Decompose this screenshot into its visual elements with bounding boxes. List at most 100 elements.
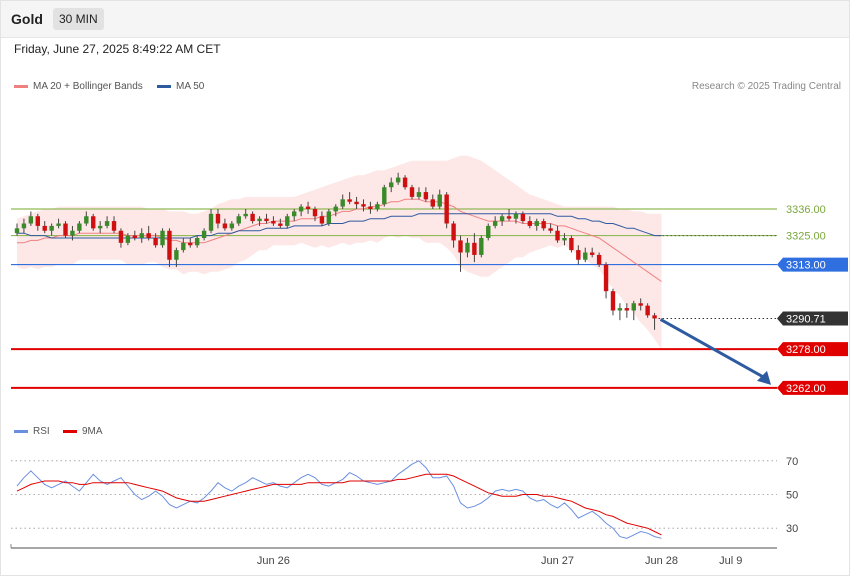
candle-body [160,230,165,246]
candle-body [292,211,297,217]
candle-37 [271,216,276,226]
candle-46 [333,204,338,217]
candle-body [375,204,380,209]
level-tag-bg [777,311,848,326]
legend-rsi: RSI [14,426,50,437]
rsi-tick-label-30: 30 [786,523,798,535]
level-tag-3278.00: 3278.00 [777,342,848,357]
candle-78 [555,225,560,243]
candle-body [167,230,172,260]
candle-22 [167,228,172,267]
candle-body [583,252,588,260]
candle-body [84,216,89,224]
rsi-series-RSI [16,460,662,539]
research-credit: Research © 2025 Trading Central [691,81,841,92]
candle-60 [430,194,435,209]
candle-body [576,250,581,260]
x-tick-label-Jun-28: Jun 28 [645,555,678,567]
candle-body [257,218,262,222]
candle-4 [42,221,47,234]
candle-body [111,221,117,231]
candle-body [236,216,241,224]
candle-10 [84,211,89,226]
candle-body [326,211,332,224]
candle-body [652,315,657,319]
candle-body [361,204,366,207]
candle-body [479,238,484,255]
candle-body [389,182,394,188]
ma20-swatch [14,85,28,88]
candle-body [347,199,352,202]
candle-76 [541,218,546,231]
candle-body [70,230,75,236]
candle-11 [91,213,96,231]
candle-73 [520,211,526,224]
candle-body [271,221,276,224]
level-tag-bg [777,257,848,272]
candle-body [596,254,602,265]
candle-57 [409,184,415,200]
candle-63 [451,221,456,248]
candle-body [624,308,630,311]
level-label-3278.00: 3278.00 [786,344,826,356]
candle-25 [188,238,193,248]
candle-body [63,223,68,236]
candle-body [423,192,429,200]
candle-5 [49,223,54,236]
candle-17 [132,230,138,241]
candle-45 [326,209,332,226]
level-tag-bg [777,380,848,395]
candle-14 [111,216,117,234]
candle-80 [569,235,574,253]
candle-body [21,223,27,229]
candle-89 [631,300,636,321]
candle-body [278,223,283,226]
level-tag-3262.00: 3262.00 [777,380,848,395]
candle-body [298,206,304,212]
candle-82 [583,247,588,263]
candle-body [395,177,401,183]
candle-65 [465,238,470,258]
candle-body [589,252,595,255]
candle-31 [229,221,235,231]
candle-61 [437,189,442,209]
candle-42 [305,201,311,214]
candle-36 [264,213,269,224]
candle-body [42,225,47,231]
candle-12 [97,221,103,234]
candle-40 [292,209,297,222]
candle-53 [382,184,387,207]
candle-body [125,235,131,243]
candle-27 [201,228,207,241]
candle-body [340,199,345,207]
candle-75 [534,218,539,231]
candle-body [104,221,110,226]
candle-68 [486,223,491,241]
candle-body [97,225,103,229]
candle-body [56,223,61,226]
candle-6 [56,218,61,229]
candle-48 [347,192,352,205]
candle-13 [104,216,110,229]
candle-body [354,201,359,205]
candle-body [430,199,435,207]
candle-7 [63,221,68,238]
rsi-series-9MA [16,473,662,536]
candle-41 [298,204,304,217]
candle-0 [14,223,20,236]
candle-91 [645,303,650,318]
candle-67 [479,235,484,258]
candle-body [319,216,325,224]
candle-body [285,216,290,226]
candle-69 [492,216,498,229]
candle-body [49,225,54,231]
candle-body [506,216,512,219]
candle-body [153,238,158,246]
candle-34 [250,211,255,224]
legend-ma20: MA 20 + Bollinger Bands [14,81,143,92]
candle-39 [285,213,290,229]
candle-86 [610,288,616,316]
timeframe-badge[interactable]: 30 MIN [53,8,104,30]
candle-8 [70,225,75,241]
